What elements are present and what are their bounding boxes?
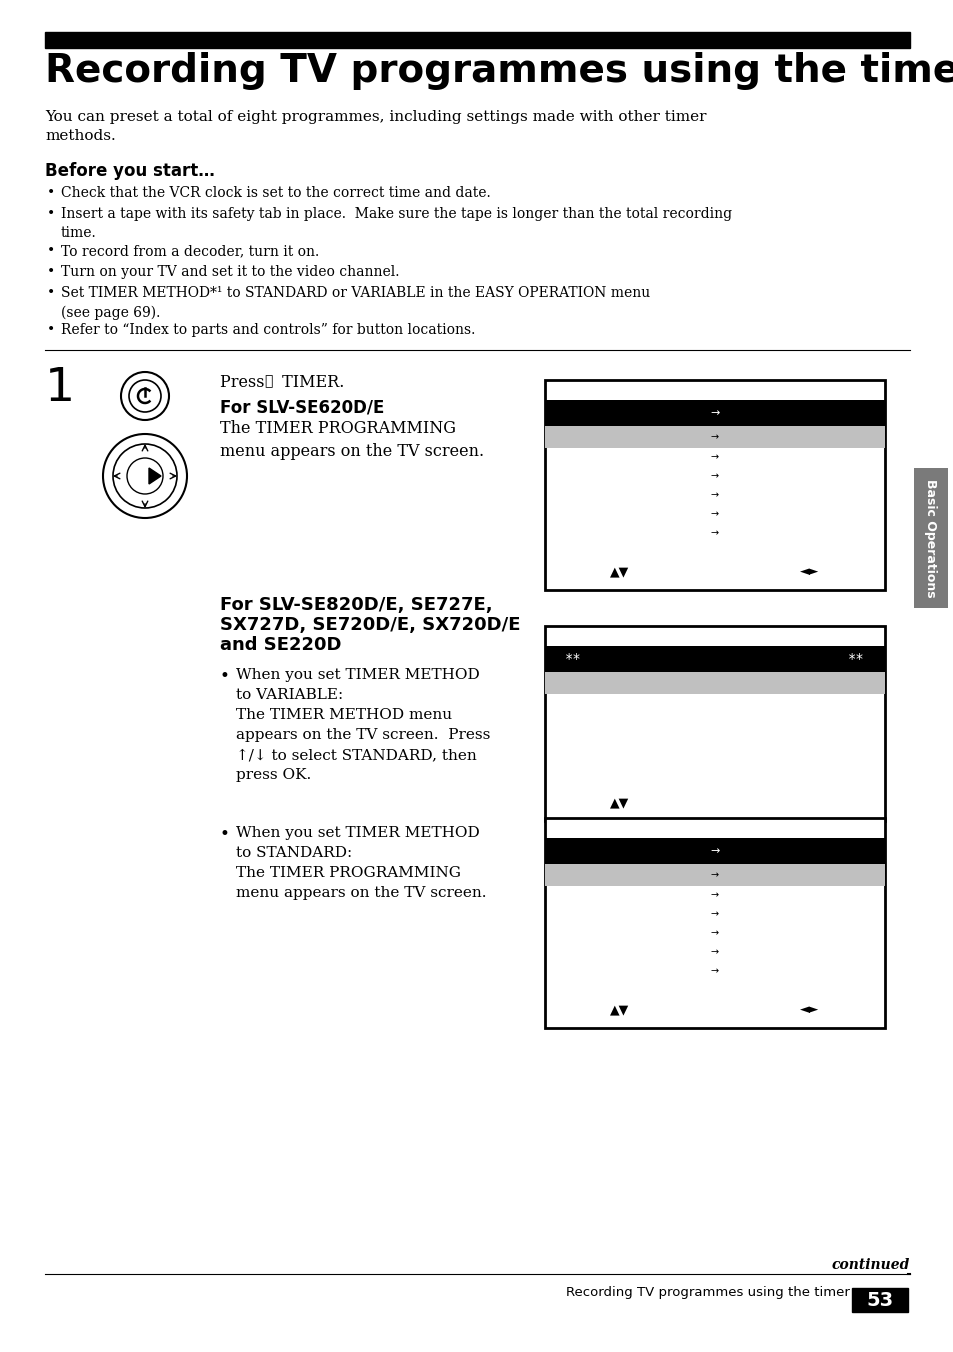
Text: 1: 1: [45, 366, 75, 411]
Text: →: →: [710, 948, 719, 957]
Text: Press: Press: [220, 375, 270, 391]
Text: →: →: [710, 472, 719, 481]
Text: →: →: [710, 910, 719, 919]
Text: •: •: [47, 287, 55, 300]
Text: SX727D, SE720D/E, SX720D/E: SX727D, SE720D/E, SX720D/E: [220, 617, 520, 634]
Text: Basic Operations: Basic Operations: [923, 479, 937, 598]
Text: →: →: [710, 408, 719, 418]
Bar: [544, 380, 884, 589]
Text: ⌛: ⌛: [264, 375, 273, 388]
Text: →: →: [710, 846, 719, 856]
Bar: [544, 818, 884, 1028]
Text: ▲▼: ▲▼: [610, 565, 629, 579]
Text: When you set TIMER METHOD
to VARIABLE:
The TIMER METHOD menu
appears on the TV s: When you set TIMER METHOD to VARIABLE: T…: [235, 668, 490, 783]
Text: →: →: [710, 453, 719, 462]
Text: ◄►: ◄►: [800, 1003, 819, 1017]
Text: •: •: [47, 187, 55, 200]
Text: →: →: [710, 869, 719, 880]
Text: Insert a tape with its safety tab in place.  Make sure the tape is longer than t: Insert a tape with its safety tab in pla…: [61, 207, 731, 239]
Text: •: •: [47, 265, 55, 279]
Text: •: •: [220, 668, 230, 685]
Text: ▲▼: ▲▼: [610, 1003, 629, 1017]
Polygon shape: [149, 468, 161, 484]
Text: continued: continued: [831, 1257, 909, 1272]
Bar: [544, 400, 884, 426]
Bar: [913, 468, 947, 608]
Text: →: →: [710, 891, 719, 900]
Text: Refer to “Index to parts and controls” for button locations.: Refer to “Index to parts and controls” f…: [61, 323, 475, 337]
Bar: [544, 864, 884, 886]
Bar: [45, 32, 909, 49]
Bar: [851, 1288, 907, 1311]
Bar: [544, 838, 884, 864]
Text: •: •: [47, 323, 55, 337]
Text: •: •: [47, 243, 55, 258]
Text: 53: 53: [865, 1291, 893, 1310]
Text: →: →: [710, 433, 719, 442]
Text: →: →: [710, 491, 719, 500]
Text: TIMER.: TIMER.: [276, 375, 344, 391]
Text: You can preset a total of eight programmes, including settings made with other t: You can preset a total of eight programm…: [45, 110, 706, 143]
Text: **: **: [564, 652, 581, 667]
Text: Recording TV programmes using the timer: Recording TV programmes using the timer: [565, 1286, 849, 1299]
Text: →: →: [710, 967, 719, 976]
Text: ▲▼: ▲▼: [610, 796, 629, 810]
Text: When you set TIMER METHOD
to STANDARD:
The TIMER PROGRAMMING
menu appears on the: When you set TIMER METHOD to STANDARD: T…: [235, 826, 486, 900]
Text: To record from a decoder, turn it on.: To record from a decoder, turn it on.: [61, 243, 319, 258]
Text: Check that the VCR clock is set to the correct time and date.: Check that the VCR clock is set to the c…: [61, 187, 490, 200]
Text: and SE220D: and SE220D: [220, 635, 341, 654]
Text: **: **: [847, 652, 864, 667]
Bar: [544, 626, 884, 821]
Text: Before you start…: Before you start…: [45, 162, 214, 180]
Text: →: →: [710, 929, 719, 938]
Text: For SLV-SE620D/E: For SLV-SE620D/E: [220, 397, 384, 416]
Bar: [544, 646, 884, 672]
Text: For SLV-SE820D/E, SE727E,: For SLV-SE820D/E, SE727E,: [220, 596, 492, 614]
Text: →: →: [710, 510, 719, 519]
Bar: [544, 672, 884, 694]
Text: Turn on your TV and set it to the video channel.: Turn on your TV and set it to the video …: [61, 265, 399, 279]
Text: •: •: [47, 207, 55, 220]
Text: →: →: [710, 529, 719, 538]
Text: The TIMER PROGRAMMING
menu appears on the TV screen.: The TIMER PROGRAMMING menu appears on th…: [220, 420, 483, 461]
Text: Recording TV programmes using the timer: Recording TV programmes using the timer: [45, 51, 953, 91]
Text: Set TIMER METHOD*¹ to STANDARD or VARIABLE in the EASY OPERATION menu
(see page : Set TIMER METHOD*¹ to STANDARD or VARIAB…: [61, 287, 650, 319]
Text: •: •: [220, 826, 230, 844]
Bar: [544, 426, 884, 448]
Text: ◄►: ◄►: [800, 565, 819, 579]
